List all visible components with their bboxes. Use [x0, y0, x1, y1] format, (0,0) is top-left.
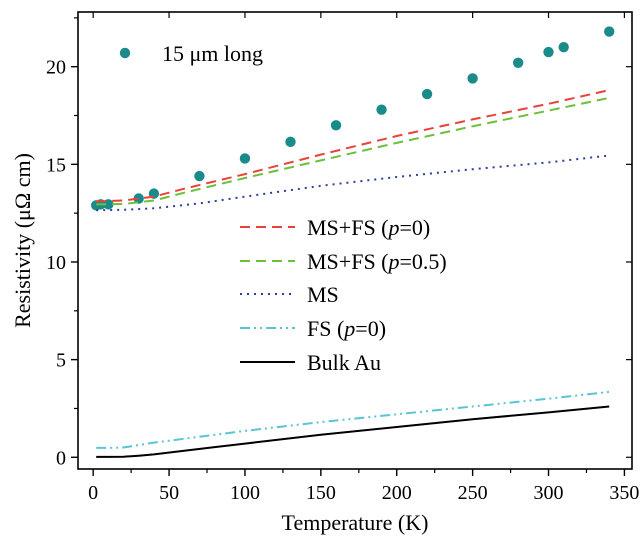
- x-tick-label: 150: [306, 482, 336, 504]
- plot-area: [91, 26, 615, 458]
- x-tick-label: 50: [159, 482, 179, 504]
- legend-label-italic: p: [342, 316, 355, 341]
- series-line-1: [96, 89, 610, 203]
- legend-label-part: =0): [355, 316, 386, 341]
- legend-label: 15 μm long: [162, 41, 263, 66]
- legend-marker: [119, 47, 131, 59]
- data-point: [239, 153, 251, 164]
- data-point: [133, 193, 144, 204]
- legend-label: MS+FS (p=0): [307, 215, 430, 240]
- x-tick-label: 100: [230, 482, 260, 504]
- plot-frame: [77, 11, 633, 470]
- data-point: [512, 57, 524, 68]
- legend-label-italic: p: [387, 215, 400, 240]
- y-tick-label: 15: [46, 154, 66, 176]
- legend-label: MS+FS (p=0.5): [307, 249, 447, 274]
- x-tick-label: 350: [609, 482, 639, 504]
- data-point: [330, 120, 342, 131]
- legend-label-part: MS+FS (: [307, 215, 389, 240]
- data-point: [376, 104, 387, 115]
- data-point: [421, 88, 433, 100]
- legend-label-part: MS+FS (: [307, 249, 389, 274]
- data-point: [285, 136, 296, 148]
- legend-label-part: =0): [400, 215, 431, 240]
- axes: 0 50 100 150 200 250 300 350 0 5 10 15 20: [46, 12, 639, 504]
- y-tick-label: 5: [56, 350, 66, 372]
- series-line-2: [96, 96, 610, 206]
- x-axis-title: Temperature (K): [282, 510, 429, 535]
- series-line-5: [96, 405, 610, 458]
- data-point: [558, 41, 569, 53]
- data-point: [194, 170, 205, 182]
- legend-label: FS (p=0): [307, 316, 386, 341]
- data-point: [604, 26, 615, 37]
- legend-label: Bulk Au: [307, 350, 381, 375]
- y-tick-label: 0: [56, 447, 66, 469]
- series-line-3: [96, 154, 610, 212]
- x-tick-label: 0: [88, 482, 98, 504]
- x-tick-label: 200: [382, 482, 412, 504]
- y-tick-label: 10: [46, 252, 66, 274]
- x-tick-label: 300: [534, 482, 564, 504]
- legend-label-italic: p: [387, 249, 400, 274]
- y-axis-title: Resistivity (μΩ cm): [10, 153, 35, 328]
- data-point: [467, 73, 478, 84]
- legend-label-part: FS (: [307, 316, 344, 341]
- legend-label: MS: [307, 282, 339, 307]
- y-tick-label: 20: [46, 57, 66, 79]
- legend-label-part: =0.5): [400, 249, 447, 274]
- series-line-4: [96, 390, 610, 449]
- data-point: [543, 46, 554, 58]
- x-tick-label: 250: [458, 482, 488, 504]
